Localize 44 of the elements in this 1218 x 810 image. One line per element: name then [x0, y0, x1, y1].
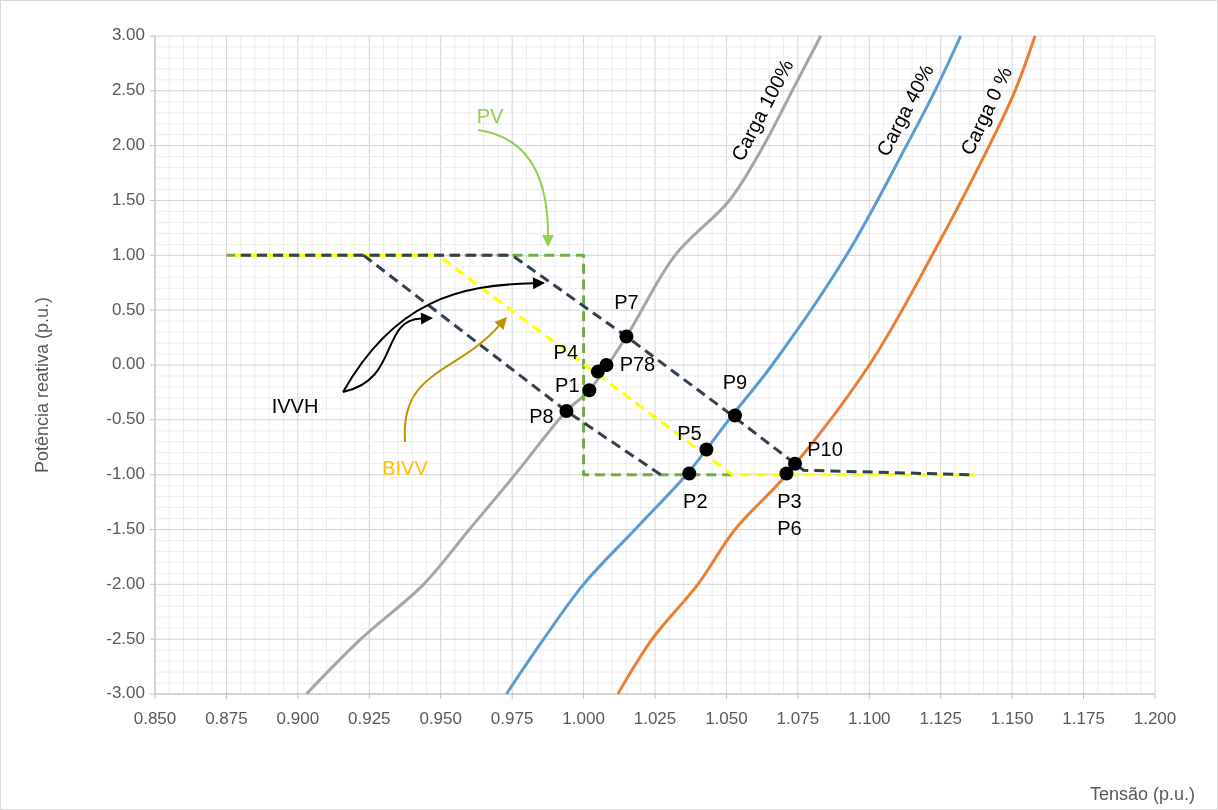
- y-tick-label: 1.50: [111, 189, 145, 209]
- text: Carga 0 %: [956, 63, 1017, 159]
- x-tick-label: 1.000: [562, 709, 605, 728]
- annotation: BIVV: [382, 457, 429, 480]
- x-tick-label: 1.075: [776, 709, 820, 728]
- y-tick-label: -3.00: [106, 683, 145, 703]
- x-tick-label: 1.050: [705, 709, 748, 728]
- y-tick-label: -1.00: [106, 464, 145, 484]
- y-tick-label: 2.00: [111, 135, 145, 155]
- y-tick-label: -2.50: [106, 628, 145, 648]
- y-tick-label: 3.00: [111, 25, 145, 45]
- x-tick-label: 1.200: [1133, 709, 1177, 728]
- x-tick-label: 1.150: [990, 709, 1034, 728]
- annotation: P5: [677, 421, 702, 444]
- x-tick-label: 0.975: [490, 709, 534, 728]
- y-tick-label: 0.00: [111, 354, 145, 374]
- x-tick-label: 0.900: [276, 709, 320, 728]
- y-tick-label: -0.50: [106, 409, 145, 429]
- annotation: P9: [722, 370, 748, 393]
- x-tick-label: 1.025: [633, 709, 677, 728]
- annotation: P2: [683, 489, 708, 512]
- x-tick-label: 0.850: [133, 709, 177, 728]
- annotation: P7: [614, 290, 639, 313]
- x-tick-label: 1.125: [919, 709, 962, 728]
- x-tick-label: 0.875: [205, 709, 248, 728]
- x-tick-label: 1.100: [848, 709, 891, 728]
- annotation: PV: [476, 105, 504, 128]
- y-tick-label: 0.50: [111, 299, 145, 319]
- annotation: P10: [807, 437, 843, 460]
- x-tick-label: 1.175: [1062, 709, 1105, 728]
- annotation: P3: [777, 489, 802, 512]
- annotation: IVVH: [271, 395, 319, 418]
- x-tick-label: 0.950: [419, 709, 462, 728]
- y-axis-title: Potência reativa (p.u.): [32, 296, 52, 474]
- y-tick-label: 1.00: [111, 244, 145, 264]
- y-tick-label: 2.50: [111, 80, 145, 100]
- y-tick-label: -1.50: [106, 518, 145, 538]
- x-axis-title: Tensão (p.u.): [1089, 784, 1195, 804]
- annotation: P78: [619, 353, 656, 376]
- annotation: P1: [555, 373, 580, 396]
- annotation: P8: [529, 405, 554, 428]
- y-tick-label: -2.00: [106, 573, 145, 593]
- annotation: P6: [777, 516, 802, 539]
- x-tick-label: 0.925: [348, 709, 391, 728]
